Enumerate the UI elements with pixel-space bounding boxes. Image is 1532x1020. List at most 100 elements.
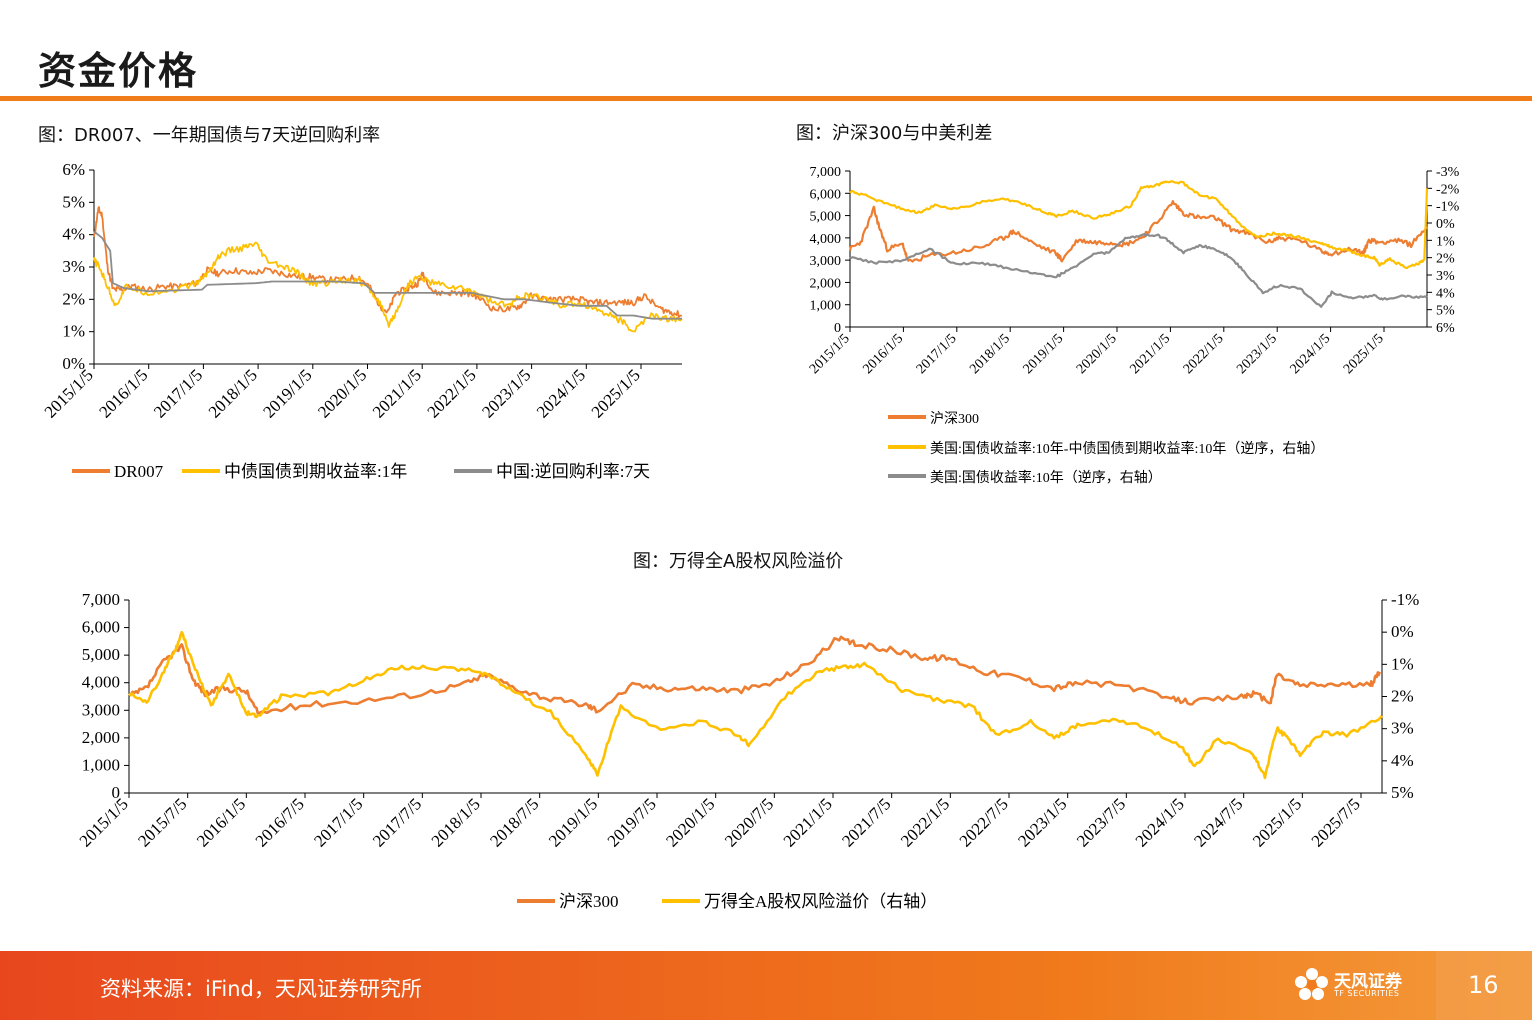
y-tick-label: 4,000 — [82, 673, 120, 692]
y-tick-label: 5,000 — [810, 210, 842, 225]
hs300-spread-chart: 7,000 6,000 5,000 4,000 3,000 2,000 1,000 0 -3% -… — [807, 165, 1460, 486]
y2-tick-label: 1% — [1436, 234, 1455, 249]
legend-label: DR007 — [114, 462, 164, 481]
y2-tick-label: 0% — [1436, 217, 1455, 232]
chart1-title: 图：DR007、一年期国债与7天逆回购利率 — [38, 125, 381, 146]
x-tick-label: 2025/1/5 — [1249, 794, 1305, 850]
x-tick-label: 2021/1/5 — [1127, 331, 1173, 377]
x-tick-label: 2016/1/5 — [95, 365, 151, 421]
x-tick-label: 2016/1/5 — [193, 794, 249, 850]
x-tick-label: 2025/1/5 — [1341, 331, 1387, 377]
x-tick-label: 2018/1/5 — [967, 331, 1013, 377]
legend-label: 中国:逆回购利率:7天 — [496, 462, 650, 481]
erp-chart: 7,000 6,000 5,000 4,000 3,000 2,000 1,000 0 -1% 0… — [76, 590, 1420, 911]
series-line-0 — [848, 200, 1428, 263]
page-title: 资金价格 — [38, 49, 199, 93]
rates-chart: 6%5%4%3%2%1%0%2015/1/52016/1/52017/1/520… — [41, 160, 683, 481]
y2-tick-label: 2% — [1436, 252, 1455, 267]
y-tick-label: 5,000 — [82, 645, 120, 664]
y2-tick-label: 5% — [1436, 304, 1455, 319]
series-line-2 — [93, 230, 682, 320]
y-tick-label: 3,000 — [810, 254, 842, 269]
title-rule — [0, 96, 1532, 101]
y-tick-label: 3,000 — [82, 700, 120, 719]
x-tick-label: 2024/1/5 — [1288, 331, 1334, 377]
y2-tick-label: 5% — [1391, 783, 1414, 802]
logo-name: 天风证券 — [1334, 972, 1402, 992]
x-tick-label: 2018/1/5 — [205, 365, 261, 421]
company-logo: 天风证券 TF SECURITIES — [1292, 965, 1412, 1007]
y-tick-label: 2,000 — [810, 276, 842, 291]
y2-tick-label: -1% — [1391, 590, 1419, 609]
y2-tick-label: 4% — [1391, 751, 1414, 770]
y-tick-label: 4,000 — [810, 232, 842, 247]
source-text: 资料来源：iFind，天风证券研究所 — [100, 977, 422, 1001]
y2-tick-label: -2% — [1436, 182, 1460, 197]
x-tick-label: 2019/1/5 — [1021, 331, 1067, 377]
x-tick-label: 2024/1/5 — [1132, 794, 1188, 850]
x-tick-label: 2019/1/5 — [259, 365, 315, 421]
x-tick-label: 2015/1/5 — [76, 794, 132, 850]
x-tick-label: 2017/1/5 — [310, 794, 366, 850]
legend-label: 中债国债到期收益率:1年 — [224, 462, 407, 481]
x-tick-label: 2023/1/5 — [1234, 331, 1280, 377]
chart2-title: 图：沪深300与中美利差 — [796, 123, 993, 144]
series-line-0 — [128, 635, 1381, 715]
x-tick-label: 2019/1/5 — [545, 794, 601, 850]
y-tick-label: 4% — [62, 225, 85, 244]
y-tick-label: 5% — [62, 192, 85, 211]
y2-tick-label: -3% — [1436, 165, 1460, 180]
x-tick-label: 2023/7/5 — [1073, 794, 1129, 850]
y-tick-label: 6% — [62, 160, 85, 179]
series-line-1 — [128, 630, 1383, 780]
x-tick-label: 2020/1/5 — [662, 794, 718, 850]
x-tick-label: 2020/7/5 — [721, 794, 777, 850]
y-tick-label: 2,000 — [82, 728, 120, 747]
x-tick-label: 2020/1/5 — [314, 365, 370, 421]
series-line-2 — [849, 232, 1428, 308]
y2-tick-label: 6% — [1436, 321, 1455, 336]
x-tick-label: 2015/1/5 — [41, 365, 97, 421]
y2-tick-label: 4% — [1436, 286, 1455, 301]
x-tick-label: 2017/7/5 — [369, 794, 425, 850]
x-tick-label: 2016/7/5 — [252, 794, 308, 850]
x-tick-label: 2018/1/5 — [428, 794, 484, 850]
y-tick-label: 0 — [112, 783, 121, 802]
x-tick-label: 2023/1/5 — [478, 365, 534, 421]
x-tick-label: 2021/1/5 — [780, 794, 836, 850]
y-tick-label: 7,000 — [810, 165, 842, 180]
y2-tick-label: 0% — [1391, 622, 1414, 641]
y-tick-label: 1,000 — [810, 299, 842, 314]
x-tick-label: 2016/1/5 — [860, 331, 906, 377]
y-tick-label: 1% — [62, 322, 85, 341]
y2-tick-label: -1% — [1436, 200, 1460, 215]
logo-flower-icon — [1295, 968, 1328, 1000]
y-tick-label: 0 — [834, 321, 841, 336]
y-tick-label: 3% — [62, 257, 85, 276]
x-tick-label: 2023/1/5 — [1014, 794, 1070, 850]
y-tick-label: 6,000 — [82, 618, 120, 637]
x-tick-label: 2020/1/5 — [1074, 331, 1120, 377]
legend-label: 美国:国债收益率:10年（逆序，右轴） — [930, 469, 1162, 486]
series-line-1 — [849, 180, 1429, 270]
legend-label: 沪深300 — [559, 892, 619, 911]
legend-label: 美国:国债收益率:10年-中债国债到期收益率:10年（逆序，右轴） — [930, 440, 1324, 457]
page-number-box — [1436, 951, 1532, 1020]
legend-label: 万得全A股权风险溢价（右轴） — [704, 892, 937, 911]
y-tick-label: 7,000 — [82, 590, 120, 609]
page-number: 16 — [1468, 971, 1499, 999]
x-tick-label: 2015/7/5 — [134, 794, 190, 850]
x-tick-label: 2025/7/5 — [1308, 794, 1364, 850]
x-tick-label: 2022/1/5 — [897, 794, 953, 850]
legend-label: 沪深300 — [930, 411, 979, 427]
y2-tick-label: 3% — [1391, 719, 1414, 738]
y-tick-label: 2% — [62, 289, 85, 308]
logo-sub: TF SECURITIES — [1334, 989, 1400, 998]
x-tick-label: 2015/1/5 — [807, 331, 853, 377]
y-tick-label: 0% — [62, 354, 85, 373]
y-tick-label: 1,000 — [82, 755, 120, 774]
series-line-1 — [93, 241, 683, 333]
y2-tick-label: 2% — [1391, 687, 1414, 706]
x-tick-label: 2022/1/5 — [1181, 331, 1227, 377]
x-tick-label: 2024/7/5 — [1190, 794, 1246, 850]
